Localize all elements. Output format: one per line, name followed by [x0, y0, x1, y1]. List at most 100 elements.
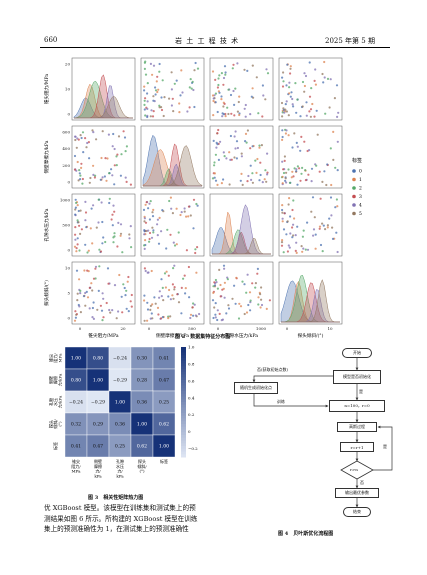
scatter-point	[147, 271, 150, 274]
scatter-point	[281, 220, 284, 223]
scatter-point	[111, 224, 114, 227]
scatter-point	[217, 83, 220, 87]
legend-marker	[352, 194, 356, 199]
heatmap-row-label: 探头倾斜/(°)	[47, 419, 62, 429]
scatter-point	[78, 172, 81, 175]
scatter-point	[286, 250, 289, 253]
scatter-point	[284, 177, 287, 180]
scatter-point	[170, 207, 173, 210]
scatter-point	[193, 105, 196, 109]
scatter-point	[129, 183, 132, 186]
scatter-point	[180, 286, 183, 289]
scatter-point	[212, 139, 215, 142]
scatter-point	[281, 217, 284, 220]
scatter-point	[172, 267, 175, 270]
scatter-point	[308, 61, 311, 64]
scatter-point	[109, 311, 112, 314]
scatter-point	[92, 164, 95, 167]
pairplot-panel	[209, 125, 274, 189]
heatmap-col-label: 摩擦	[94, 463, 102, 469]
scatter-point	[152, 231, 155, 234]
scatter-point	[152, 95, 155, 98]
scatter-point	[86, 296, 90, 299]
scatter-point	[329, 196, 333, 199]
scatter-point	[80, 166, 83, 169]
scatter-point	[284, 132, 287, 135]
journal-title: 岩 土 工 程 技 术	[175, 37, 240, 45]
scatter-point	[261, 84, 264, 87]
scatter-point	[76, 243, 79, 246]
scatter-point	[173, 286, 176, 289]
scatter-point	[127, 275, 130, 279]
scatter-point	[257, 112, 260, 115]
scatter-point	[190, 87, 193, 90]
scatter-point	[214, 179, 218, 182]
scatter-point	[303, 84, 306, 88]
scatter-point	[243, 68, 246, 71]
scatter-point	[221, 288, 224, 291]
scatter-point	[335, 231, 338, 234]
scatter-point	[291, 97, 294, 101]
scatter-point	[165, 247, 168, 250]
scatter-point	[146, 308, 150, 311]
scatter-point	[285, 233, 288, 236]
colorbar-segment	[181, 363, 186, 367]
scatter-point	[295, 241, 298, 244]
pairplot-panel	[140, 57, 205, 121]
scatter-point	[281, 85, 285, 88]
scatter-point	[78, 305, 81, 308]
scatter-point	[281, 175, 284, 178]
pairplot-panel	[140, 125, 205, 189]
heatmap-value: 1.00	[71, 356, 81, 362]
scatter-point	[220, 98, 223, 101]
x-axis-label: 侧壁摩擦力/kPa	[156, 332, 189, 339]
scatter-point	[225, 312, 228, 315]
pairplot-panel	[209, 193, 274, 257]
scatter-point	[144, 97, 147, 100]
flow-random-params: 随机生成初始化点	[234, 382, 278, 394]
scatter-point	[147, 207, 150, 210]
colorbar-segment	[181, 440, 186, 444]
scatter-point	[314, 83, 317, 86]
scatter-point	[315, 109, 318, 112]
scatter-point	[221, 112, 224, 115]
scatter-point	[84, 304, 87, 307]
scatter-point	[146, 92, 149, 95]
scatter-point	[295, 170, 298, 173]
scatter-point	[193, 303, 196, 306]
scatter-point	[308, 110, 311, 113]
scatter-point	[86, 141, 89, 145]
scatter-point	[249, 113, 252, 116]
scatter-point	[77, 138, 80, 141]
legend-marker	[352, 177, 356, 182]
x-axis-label: 孔隙水压力/kPa	[225, 332, 258, 339]
body-line: 集上的预测准确性为 1，在测试集上的预测准确性	[44, 525, 189, 533]
scatter-point	[119, 234, 122, 237]
scatter-point	[167, 274, 170, 277]
scatter-point	[154, 86, 157, 89]
scatter-point	[143, 99, 146, 102]
scatter-point	[146, 100, 149, 103]
scatter-point	[293, 132, 296, 135]
scatter-point	[326, 224, 329, 227]
scatter-point	[256, 267, 259, 270]
scatter-point	[319, 243, 323, 247]
scatter-point	[223, 102, 226, 105]
heatmap-value: 0.36	[137, 400, 147, 406]
scatter-point	[153, 296, 156, 299]
scatter-point	[247, 174, 250, 178]
scatter-point	[118, 273, 121, 277]
scatter-point	[310, 87, 313, 90]
scatter-point	[74, 310, 77, 313]
scatter-point	[78, 249, 81, 252]
scatter-point	[175, 207, 178, 210]
y-tick-label: 500	[62, 223, 70, 228]
scatter-point	[281, 208, 284, 212]
scatter-point	[334, 206, 337, 209]
scatter-point	[221, 318, 224, 321]
scatter-point	[149, 200, 152, 203]
scatter-point	[213, 284, 217, 287]
scatter-point	[149, 308, 152, 311]
scatter-point	[302, 247, 305, 250]
scatter-point	[239, 305, 243, 308]
